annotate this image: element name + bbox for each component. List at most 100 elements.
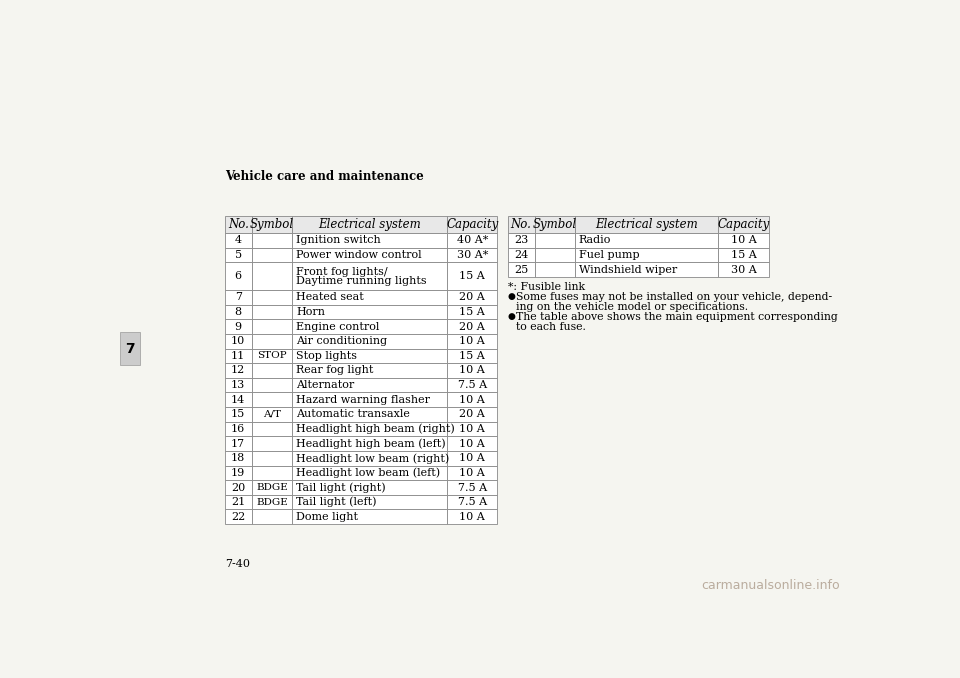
Text: 22: 22 — [231, 512, 246, 522]
Text: Electrical system: Electrical system — [318, 218, 420, 231]
Bar — [447, 334, 497, 348]
Text: Windshield wiper: Windshield wiper — [579, 264, 677, 275]
Bar — [252, 304, 292, 319]
Text: Radio: Radio — [579, 235, 612, 245]
Text: 8: 8 — [234, 307, 242, 317]
Bar — [292, 304, 447, 319]
Text: ●: ● — [508, 292, 516, 301]
Bar — [447, 393, 497, 407]
Bar — [292, 393, 447, 407]
Bar — [252, 393, 292, 407]
Text: 12: 12 — [231, 365, 246, 376]
Bar — [447, 247, 497, 262]
Bar — [225, 334, 252, 348]
Text: 23: 23 — [514, 235, 528, 245]
Bar — [292, 319, 447, 334]
Bar — [252, 247, 292, 262]
Bar — [575, 216, 718, 233]
Bar — [252, 451, 292, 466]
Bar — [225, 247, 252, 262]
Text: 10 A: 10 A — [460, 395, 485, 405]
Bar — [225, 319, 252, 334]
Bar — [575, 247, 718, 262]
Bar — [718, 247, 769, 262]
Text: 10 A: 10 A — [731, 235, 756, 245]
Text: 7-40: 7-40 — [225, 559, 250, 569]
Text: 10: 10 — [231, 336, 246, 346]
Text: 4: 4 — [234, 235, 242, 245]
Bar — [508, 262, 535, 277]
Text: 9: 9 — [234, 321, 242, 332]
Bar — [252, 480, 292, 495]
Bar — [225, 437, 252, 451]
Bar — [120, 332, 140, 365]
Text: 25: 25 — [514, 264, 528, 275]
Bar — [225, 407, 252, 422]
Bar — [718, 262, 769, 277]
Text: 7: 7 — [125, 342, 135, 355]
Text: Dome light: Dome light — [296, 512, 358, 522]
Text: The table above shows the main equipment corresponding: The table above shows the main equipment… — [516, 313, 838, 322]
Bar — [292, 363, 447, 378]
Bar — [225, 363, 252, 378]
Text: 20 A: 20 A — [460, 410, 485, 420]
Text: Some fuses may not be installed on your vehicle, depend-: Some fuses may not be installed on your … — [516, 292, 832, 302]
Text: Alternator: Alternator — [296, 380, 354, 390]
Bar — [535, 233, 575, 247]
Text: A/T: A/T — [263, 410, 281, 419]
Bar — [225, 216, 252, 233]
Bar — [292, 233, 447, 247]
Text: Ignition switch: Ignition switch — [296, 235, 381, 245]
Bar — [252, 509, 292, 524]
Bar — [447, 509, 497, 524]
Text: 10 A: 10 A — [460, 454, 485, 463]
Bar — [447, 216, 497, 233]
Text: 30 A: 30 A — [731, 264, 756, 275]
Text: Hazard warning flasher: Hazard warning flasher — [296, 395, 430, 405]
Bar — [225, 495, 252, 509]
Bar — [252, 495, 292, 509]
Bar — [718, 233, 769, 247]
Text: 7.5 A: 7.5 A — [458, 497, 487, 507]
Bar — [225, 378, 252, 393]
Bar — [225, 466, 252, 480]
Text: 10 A: 10 A — [460, 336, 485, 346]
Text: 20 A: 20 A — [460, 321, 485, 332]
Bar — [718, 216, 769, 233]
Bar — [292, 407, 447, 422]
Text: Capacity: Capacity — [446, 218, 498, 231]
Text: 7: 7 — [234, 292, 242, 302]
Bar — [225, 451, 252, 466]
Text: 40 A*: 40 A* — [457, 235, 488, 245]
Text: Tail light (right): Tail light (right) — [296, 482, 386, 493]
Text: 21: 21 — [231, 497, 246, 507]
Text: 11: 11 — [231, 351, 246, 361]
Bar — [508, 233, 535, 247]
Bar — [447, 233, 497, 247]
Bar — [225, 422, 252, 437]
Bar — [447, 422, 497, 437]
Text: 15 A: 15 A — [731, 250, 756, 260]
Text: Stop lights: Stop lights — [296, 351, 357, 361]
Text: Symbol: Symbol — [250, 218, 294, 231]
Text: Air conditioning: Air conditioning — [296, 336, 387, 346]
Text: carmanualsonline.info: carmanualsonline.info — [701, 579, 840, 592]
Bar — [292, 348, 447, 363]
Text: 10 A: 10 A — [460, 512, 485, 522]
Text: 10 A: 10 A — [460, 439, 485, 449]
Text: No.: No. — [511, 218, 532, 231]
Text: Automatic transaxle: Automatic transaxle — [296, 410, 410, 420]
Bar — [508, 247, 535, 262]
Text: 7.5 A: 7.5 A — [458, 380, 487, 390]
Text: No.: No. — [228, 218, 249, 231]
Text: to each fuse.: to each fuse. — [516, 321, 586, 332]
Text: 24: 24 — [514, 250, 528, 260]
Text: 15 A: 15 A — [460, 351, 485, 361]
Text: Vehicle care and maintenance: Vehicle care and maintenance — [225, 170, 423, 183]
Bar — [447, 480, 497, 495]
Text: Fuel pump: Fuel pump — [579, 250, 639, 260]
Bar — [447, 363, 497, 378]
Bar — [252, 319, 292, 334]
Text: 14: 14 — [231, 395, 246, 405]
Text: BDGE: BDGE — [256, 483, 288, 492]
